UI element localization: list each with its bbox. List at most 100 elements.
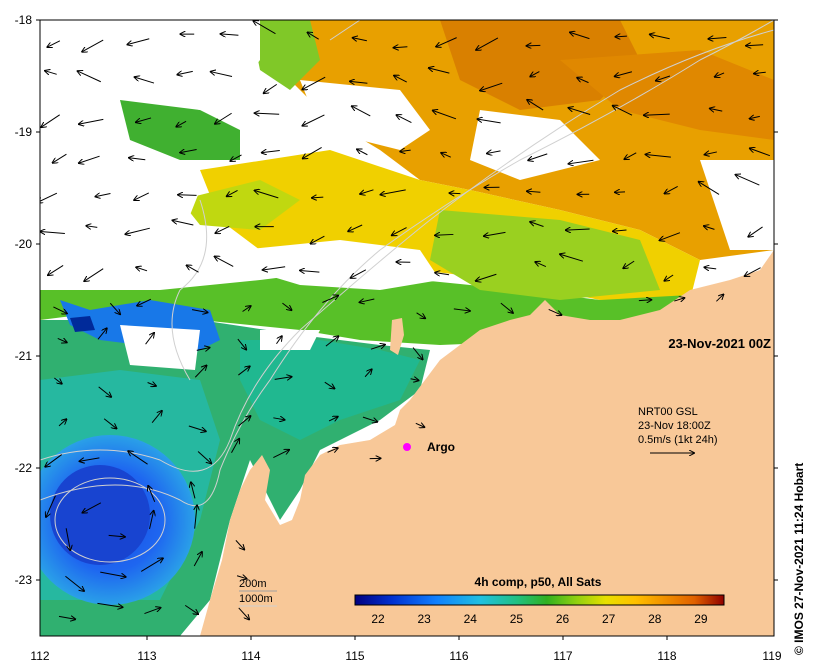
current-vector-arrow (476, 273, 497, 281)
current-vector-arrow (136, 117, 152, 122)
lon-tick-label: 119 (762, 649, 781, 663)
current-vector-arrow (53, 153, 67, 163)
current-vector-arrow (147, 382, 156, 385)
current-vector-arrow (708, 38, 727, 39)
current-vector-arrow (750, 116, 760, 118)
current-vector-arrow (135, 77, 155, 84)
current-vector-arrow (415, 423, 425, 427)
current-vector-arrow (263, 267, 286, 270)
colorbar-gradient (354, 594, 725, 606)
current-vector-arrow (237, 338, 246, 349)
current-vector-arrow (710, 108, 723, 111)
current-vector-arrow (360, 299, 375, 302)
current-vector-arrow (65, 575, 84, 591)
current-vector-arrow (441, 153, 451, 157)
current-vector-arrow (41, 114, 60, 127)
current-vector-arrow (253, 21, 276, 35)
current-vector-arrow (134, 192, 150, 200)
current-vector-arrow (177, 71, 193, 74)
current-vector-arrow (569, 108, 591, 115)
current-vector-arrow (646, 154, 671, 157)
current-vector-arrow (650, 34, 670, 40)
current-vector-arrow (238, 366, 249, 376)
lat-tick-label: -22 (15, 461, 33, 475)
current-vector-arrow (748, 226, 763, 237)
current-vector-arrow (109, 302, 120, 314)
current-vector-arrow (194, 366, 206, 378)
current-vector-arrow (79, 155, 100, 163)
current-vector-arrow (79, 118, 104, 124)
current-vector-arrow (191, 310, 207, 313)
lon-tick-label: 116 (449, 649, 468, 663)
current-vector-arrow (242, 306, 251, 312)
current-vector-arrow (255, 190, 279, 199)
current-vector-arrow (450, 193, 461, 194)
current-vector-arrow (45, 71, 57, 74)
current-vector-arrow (84, 268, 104, 281)
current-vector-arrow (410, 379, 419, 381)
current-vector-arrow (704, 226, 715, 229)
current-vector-arrow (95, 194, 111, 197)
lat-tick-label: -21 (15, 349, 33, 363)
current-vector-arrow (276, 336, 281, 345)
current-vector-arrow (188, 425, 206, 431)
current-vector-arrow (328, 417, 338, 421)
current-vector-arrow (615, 36, 627, 37)
current-vector-arrow (137, 298, 152, 306)
current-vector-arrow (231, 439, 239, 453)
current-vector-arrow (65, 528, 70, 550)
current-vector-arrow (193, 552, 202, 567)
current-vector-arrow (560, 254, 584, 262)
current-vector-arrow (570, 32, 590, 40)
current-vector-arrow (528, 153, 548, 160)
current-vector-arrow (569, 159, 594, 164)
current-vector-arrow (392, 227, 407, 236)
colorbar-tick-label: 22 (371, 612, 385, 626)
colorbar: 4h comp, p50, All Sats 22 23 24 25 26 27 28 29 (354, 575, 725, 626)
current-vector-arrow (324, 381, 335, 388)
current-vector-arrow (46, 495, 56, 517)
current-vector-arrow (353, 38, 367, 41)
lon-tick-label: 117 (553, 649, 572, 663)
argo-marker: Argo (403, 440, 455, 454)
current-legend-line1: NRT00 GSL (638, 406, 698, 418)
current-vector-arrow (623, 260, 635, 268)
current-vector-arrow (480, 82, 503, 90)
current-vector-arrow (476, 37, 499, 50)
current-vector-arrow (736, 175, 760, 186)
current-vector-arrow (303, 146, 322, 158)
current-vector-arrow (48, 265, 64, 275)
current-vector-arrow (660, 232, 681, 241)
current-vector-arrow (300, 270, 320, 272)
current-vector-arrow (704, 267, 717, 269)
argo-label: Argo (427, 440, 455, 454)
current-vector-arrow (699, 182, 720, 195)
lon-tick-label: 115 (345, 649, 364, 663)
current-vector-arrow (613, 230, 627, 231)
map-frame (39, 19, 775, 637)
current-vector-arrow (362, 416, 377, 422)
current-vector-arrow (262, 151, 280, 153)
current-vector-arrow (433, 111, 457, 120)
current-vector-arrow (197, 451, 211, 463)
current-vector-arrow (435, 234, 454, 235)
current-vector-arrow (311, 235, 325, 243)
current-vector-arrow (308, 32, 319, 40)
current-vector-arrow (273, 450, 289, 459)
isobath-legend: 200m 1000m (239, 578, 277, 607)
current-vector-arrow (327, 448, 338, 452)
current-vector-arrow (566, 229, 590, 230)
current-vector-arrow (53, 306, 66, 314)
current-legend-line2: 23-Nov 18:00Z (638, 420, 711, 432)
current-vector-arrow (638, 300, 651, 301)
current-vector-arrow (530, 222, 544, 227)
current-vector-arrow (187, 265, 199, 273)
current-vector-arrow (238, 416, 250, 427)
current-vector-arrow (58, 419, 66, 427)
current-vector-arrow (577, 78, 589, 84)
current-vector-arrow (215, 112, 232, 123)
current-vector-arrow (83, 502, 102, 513)
current-vector-arrow (624, 152, 637, 159)
current-vector-arrow (140, 558, 163, 572)
lat-tick-label: -20 (15, 237, 33, 251)
